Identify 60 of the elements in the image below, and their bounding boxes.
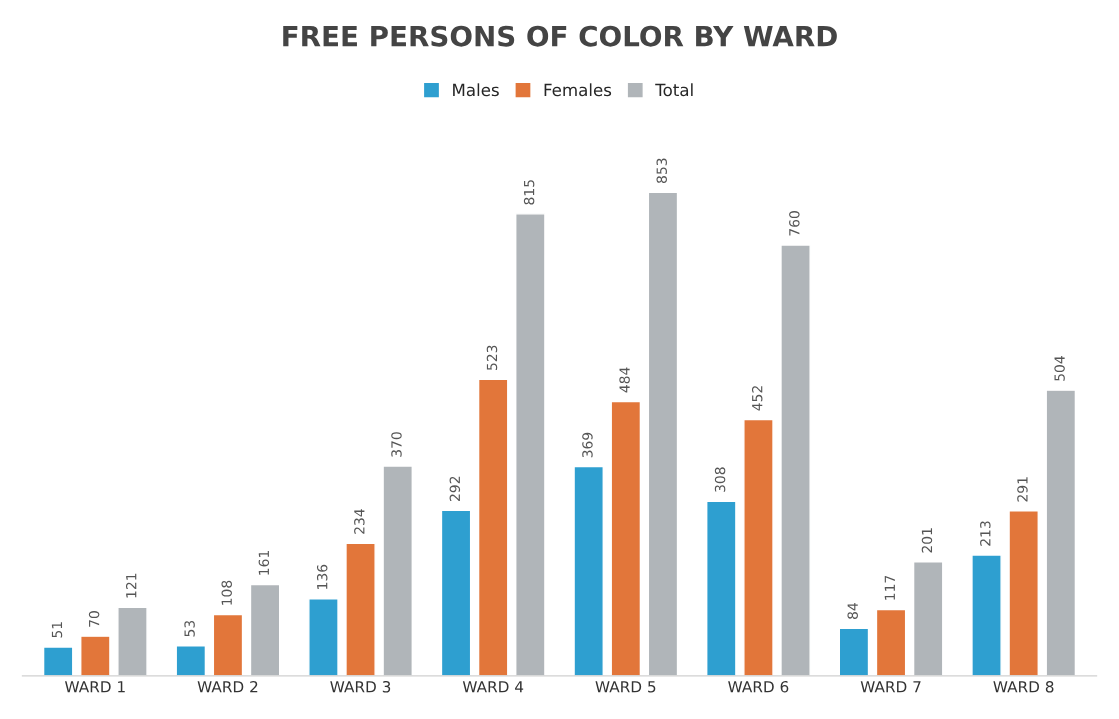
bar xyxy=(743,418,774,676)
x-tick-label: WARD 7 xyxy=(860,681,921,693)
data-label: 853 xyxy=(656,158,667,184)
bar xyxy=(440,509,472,676)
bar xyxy=(42,646,74,676)
bar xyxy=(1045,389,1077,676)
bar xyxy=(706,500,737,676)
data-label: 760 xyxy=(789,211,800,236)
data-label: 117 xyxy=(884,575,895,600)
x-tick-label: WARD 2 xyxy=(197,680,258,693)
bar xyxy=(610,400,642,676)
bar xyxy=(80,635,111,676)
data-label: 161 xyxy=(258,551,270,575)
data-label: 815 xyxy=(523,180,535,205)
bar xyxy=(477,378,509,676)
bar xyxy=(573,465,604,676)
bar xyxy=(117,606,148,676)
legend-label: Males xyxy=(453,83,499,97)
data-label: 291 xyxy=(1017,477,1028,502)
data-label: 234 xyxy=(354,509,365,534)
legend-label: Females xyxy=(544,83,612,97)
data-label: 121 xyxy=(125,573,137,598)
bar xyxy=(308,598,339,676)
bar xyxy=(647,191,679,676)
bar xyxy=(780,244,811,676)
x-tick-label: WARD 8 xyxy=(993,680,1054,693)
bar xyxy=(912,561,944,676)
bar xyxy=(875,608,907,676)
bar xyxy=(515,213,546,676)
bar xyxy=(175,645,207,676)
data-label: 484 xyxy=(619,367,630,393)
data-label: 108 xyxy=(221,580,232,605)
bar xyxy=(971,554,1002,676)
x-tick-label: WARD 5 xyxy=(595,681,656,693)
data-label: 70 xyxy=(88,611,100,627)
data-label: 84 xyxy=(847,603,858,619)
chart-title: FREE PERSONS OF COLOR BY WARD xyxy=(283,25,837,47)
data-label: 213 xyxy=(980,521,991,546)
data-label: 452 xyxy=(751,386,763,411)
data-label: 523 xyxy=(486,345,498,370)
bar xyxy=(212,613,244,676)
bar xyxy=(345,542,376,676)
data-label: 51 xyxy=(51,622,63,638)
x-tick-label: WARD 6 xyxy=(728,680,789,693)
data-label: 53 xyxy=(184,620,195,637)
data-label: 504 xyxy=(1054,356,1065,381)
data-label: 292 xyxy=(449,476,461,501)
data-label: 370 xyxy=(391,432,402,457)
data-label: 369 xyxy=(582,432,593,458)
legend-label: Total xyxy=(655,83,693,97)
data-label: 201 xyxy=(921,528,933,553)
x-tick-label: WARD 1 xyxy=(64,681,125,693)
data-label: 308 xyxy=(714,467,726,492)
bar xyxy=(382,465,413,676)
bar xyxy=(1008,510,1039,676)
x-tick-label: WARD 4 xyxy=(462,681,524,693)
bar xyxy=(838,627,870,676)
x-tick-label: WARD 3 xyxy=(330,680,391,693)
data-label: 136 xyxy=(316,564,328,589)
bar xyxy=(249,583,281,676)
